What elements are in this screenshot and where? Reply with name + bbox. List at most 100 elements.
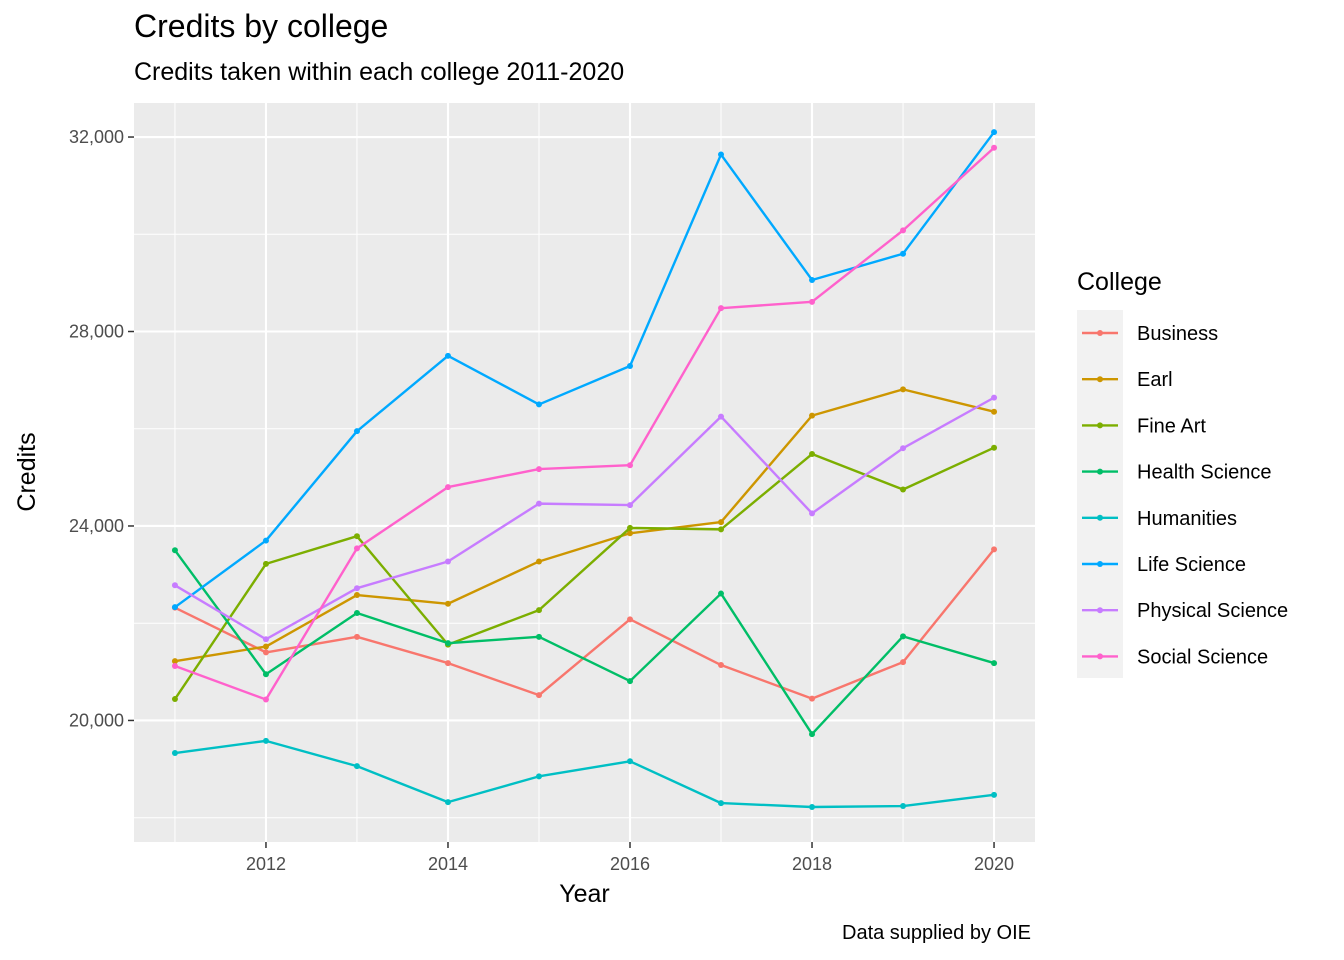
data-point-physical-science: [171, 582, 178, 589]
data-point-fine-art: [809, 451, 816, 458]
data-point-humanities: [535, 773, 542, 780]
legend-items: Business Earl Fine Art Health Science Humani…: [1082, 323, 1288, 668]
y-tick-label: 24,000: [69, 516, 124, 536]
data-point-life-science: [535, 401, 542, 408]
legend-label: Earl: [1137, 369, 1173, 391]
series-fine-art: [171, 444, 998, 703]
legend-key-point: [1097, 607, 1103, 614]
legend-item-life-science: Life Science: [1082, 554, 1246, 576]
y-tick-label: 20,000: [69, 710, 124, 730]
legend-key-background: [1077, 310, 1123, 678]
data-point-health-science: [991, 660, 998, 667]
x-tick-label: 2020: [974, 854, 1014, 874]
data-point-social-science: [171, 663, 178, 670]
data-point-health-science: [262, 671, 269, 678]
data-point-physical-science: [718, 413, 725, 420]
chart-subtitle: Credits taken within each college 2011-2…: [134, 58, 625, 86]
legend-key-point: [1097, 468, 1103, 475]
data-point-social-science: [535, 466, 542, 473]
data-point-business: [444, 660, 451, 667]
data-point-life-science: [900, 250, 907, 257]
data-point-business: [627, 616, 634, 623]
data-point-social-science: [900, 227, 907, 234]
data-point-physical-science: [535, 500, 542, 507]
legend: College Business Earl Fine Art Health Scien…: [1077, 268, 1288, 678]
data-point-fine-art: [991, 444, 998, 451]
data-point-earl: [444, 600, 451, 607]
data-point-life-science: [444, 352, 451, 359]
legend-item-fine-art: Fine Art: [1082, 415, 1206, 437]
data-point-life-science: [262, 537, 269, 544]
legend-key-point: [1097, 514, 1103, 521]
series-health-science: [171, 547, 998, 738]
series-line-humanities: [174, 739, 995, 809]
data-point-physical-science: [262, 636, 269, 643]
x-axis-title: Year: [559, 880, 610, 908]
data-point-business: [900, 659, 907, 666]
data-point-social-science: [444, 484, 451, 491]
data-point-earl: [809, 412, 816, 419]
legend-label: Fine Art: [1137, 415, 1206, 437]
data-point-fine-art: [535, 607, 542, 614]
data-point-humanities: [991, 791, 998, 798]
data-point-humanities: [900, 803, 907, 810]
legend-item-earl: Earl: [1082, 369, 1173, 391]
data-point-humanities: [809, 803, 816, 810]
data-point-business: [718, 662, 725, 669]
data-point-fine-art: [353, 533, 360, 540]
legend-key-point: [1097, 422, 1103, 429]
data-point-business: [809, 695, 816, 702]
chart-title: Credits by college: [134, 8, 389, 44]
data-point-fine-art: [718, 526, 725, 533]
data-point-social-science: [627, 462, 634, 469]
x-axis: 2012 2014 2016 2018 2020: [246, 842, 1014, 874]
data-point-social-science: [991, 144, 998, 151]
data-point-business: [353, 633, 360, 640]
plot-panel: [134, 103, 1035, 842]
legend-label: Physical Science: [1137, 600, 1288, 622]
data-point-physical-science: [991, 394, 998, 401]
series-humanities: [171, 737, 998, 810]
legend-key-point: [1097, 376, 1103, 383]
series-line-earl: [174, 388, 995, 663]
data-point-physical-science: [809, 510, 816, 517]
legend-key-point: [1097, 653, 1103, 660]
data-point-physical-science: [353, 585, 360, 592]
data-point-life-science: [171, 604, 178, 611]
data-point-fine-art: [171, 696, 178, 703]
data-point-physical-science: [900, 445, 907, 452]
series-social-science: [171, 144, 998, 703]
x-tick-label: 2012: [246, 854, 286, 874]
series-layer: [171, 129, 998, 810]
data-point-earl: [718, 519, 725, 526]
data-point-health-science: [718, 590, 725, 597]
data-point-social-science: [809, 298, 816, 305]
data-point-earl: [171, 658, 178, 665]
legend-label: Life Science: [1137, 554, 1246, 576]
data-point-life-science: [991, 129, 998, 136]
data-point-health-science: [171, 547, 178, 554]
chart-caption: Data supplied by OIE: [842, 922, 1031, 944]
series-line-health-science: [173, 549, 995, 736]
data-point-health-science: [809, 731, 816, 738]
data-point-humanities: [171, 750, 178, 757]
data-point-earl: [991, 408, 998, 415]
legend-item-business: Business: [1082, 323, 1218, 345]
data-point-humanities: [718, 800, 725, 807]
data-point-social-science: [262, 696, 269, 703]
data-point-life-science: [809, 276, 816, 283]
legend-label: Humanities: [1137, 508, 1237, 530]
data-point-health-science: [353, 610, 360, 617]
data-point-health-science: [627, 678, 634, 685]
data-point-business: [535, 692, 542, 699]
data-point-earl: [535, 558, 542, 565]
legend-item-health-science: Health Science: [1082, 462, 1272, 484]
data-point-physical-science: [627, 502, 634, 509]
series-earl: [171, 386, 998, 665]
data-point-business: [262, 649, 269, 656]
legend-key-point: [1097, 330, 1103, 336]
series-line-physical-science: [174, 396, 995, 641]
data-point-social-science: [353, 545, 360, 552]
y-axis: 20,000 24,000 28,000 32,000: [69, 127, 134, 730]
data-point-fine-art: [262, 560, 269, 567]
